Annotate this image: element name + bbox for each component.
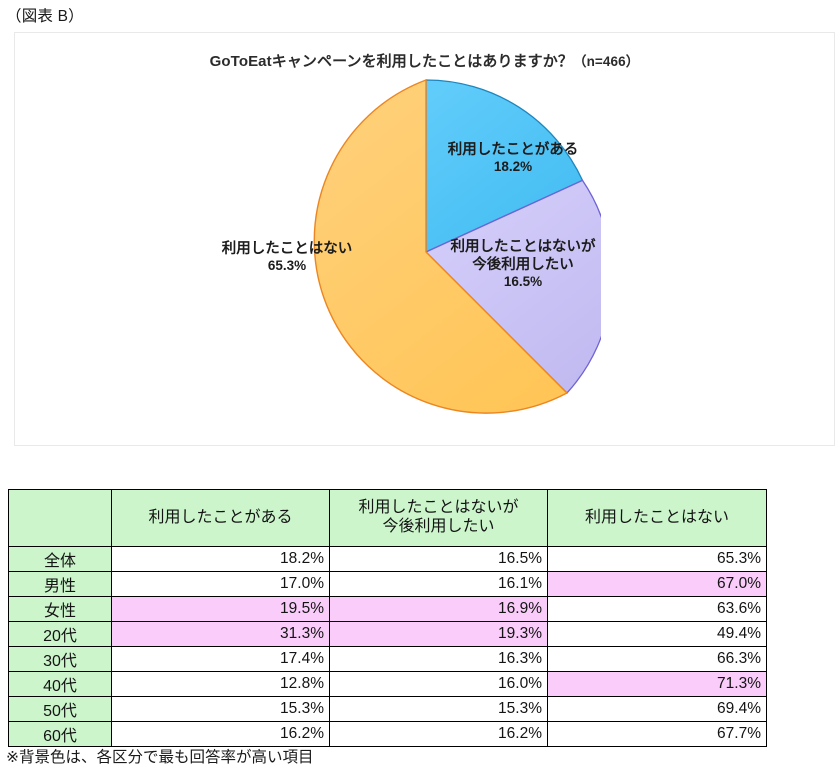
table-row-label: 男性 — [8, 571, 112, 597]
table-cell: 63.6% — [547, 596, 767, 622]
chart-panel: GoToEatキャンペーンを利用したことはありますか？（n=466） — [14, 32, 835, 446]
table-row: 40代 12.8% 16.0% 71.3% — [8, 671, 767, 697]
table-cell: 16.2% — [329, 721, 548, 747]
table-header-not-yet-line2: 今後利用したい — [382, 518, 495, 535]
table-row: 30代 17.4% 16.3% 66.3% — [8, 646, 767, 672]
pie-svg — [313, 78, 601, 414]
table-row-label: 50代 — [8, 696, 112, 722]
table-row: 20代 31.3% 19.3% 49.4% — [8, 621, 767, 647]
table-cell: 17.4% — [111, 646, 330, 672]
table-header-not-yet: 利用したことはないが 今後利用したい — [329, 489, 548, 547]
table-corner-cell — [8, 489, 112, 547]
table-cell: 16.3% — [329, 646, 548, 672]
table-row: 50代 15.3% 15.3% 69.4% — [8, 696, 767, 722]
chart-title: GoToEatキャンペーンを利用したことはありますか？（n=466） — [15, 50, 834, 71]
table-header-row: 利用したことがある 利用したことはないが 今後利用したい 利用したことはない — [8, 489, 767, 547]
table-row: 全体 18.2% 16.5% 65.3% — [8, 546, 767, 572]
table-row-label: 全体 — [8, 546, 112, 572]
table-cell: 15.3% — [111, 696, 330, 722]
breakdown-table: 利用したことがある 利用したことはないが 今後利用したい 利用したことはない 全… — [8, 489, 767, 747]
table-header-not-used-line1: 利用したことはない — [584, 508, 729, 526]
table-cell: 19.3% — [329, 621, 548, 647]
pie-slice-used — [425, 79, 584, 254]
chart-title-main: GoToEatキャンペーンを利用したことはありますか？ — [209, 53, 573, 70]
table-cell: 65.3% — [547, 546, 767, 572]
pie-slice-not-yet — [424, 179, 601, 394]
chart-title-sample-size: （n=466） — [572, 54, 640, 69]
table-cell: 19.5% — [111, 596, 330, 622]
table-cell: 16.0% — [329, 671, 548, 697]
table-header-used-line1: 利用したことがある — [148, 508, 293, 526]
table-row-label: 女性 — [8, 596, 112, 622]
table-row-label: 30代 — [8, 646, 112, 672]
table-cell: 31.3% — [111, 621, 330, 647]
table-cell: 66.3% — [547, 646, 767, 672]
table-row: 女性 19.5% 16.9% 63.6% — [8, 596, 767, 622]
table-row-label: 60代 — [8, 721, 112, 747]
table-row-label: 20代 — [8, 621, 112, 647]
table-cell: 16.5% — [329, 546, 548, 572]
table-cell: 49.4% — [547, 621, 767, 647]
table-row: 男性 17.0% 16.1% 67.0% — [8, 571, 767, 597]
table-row-label: 40代 — [8, 671, 112, 697]
table-row: 60代 16.2% 16.2% 67.7% — [8, 721, 767, 747]
table-cell: 17.0% — [111, 571, 330, 597]
pie-slice-not-used — [313, 78, 569, 414]
table-cell: 12.8% — [111, 671, 330, 697]
table-cell: 16.9% — [329, 596, 548, 622]
footnote: ※背景色は、各区分で最も回答率が高い項目 — [6, 749, 314, 766]
table-header-used: 利用したことがある — [111, 489, 330, 547]
table-header-not-yet-line1: 利用したことはないが — [358, 499, 519, 517]
pie-chart: 利用したことがある 18.2% 利用したことはないが 今後利用したい 16.5%… — [15, 33, 836, 447]
table-body: 全体 18.2% 16.5% 65.3% 男性 17.0% 16.1% 67.0% 女性 19.5… — [8, 546, 767, 747]
table-cell: 67.7% — [547, 721, 767, 747]
table-cell: 71.3% — [547, 671, 767, 697]
figure-caption: （図表 B） — [6, 8, 84, 25]
table-cell: 15.3% — [329, 696, 548, 722]
table-header-not-used: 利用したことはない — [547, 489, 767, 547]
table-cell: 18.2% — [111, 546, 330, 572]
table-cell: 16.1% — [329, 571, 548, 597]
table-cell: 67.0% — [547, 571, 767, 597]
table-cell: 16.2% — [111, 721, 330, 747]
table-cell: 69.4% — [547, 696, 767, 722]
